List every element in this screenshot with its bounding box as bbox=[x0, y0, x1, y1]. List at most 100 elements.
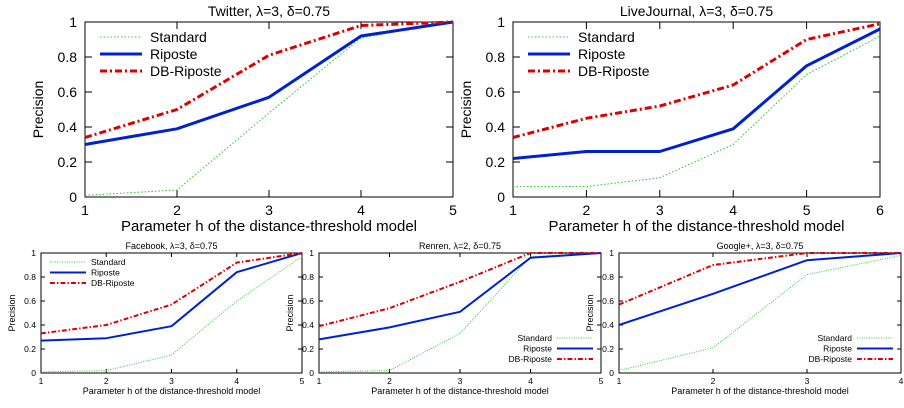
y-tick-label: 0 bbox=[69, 189, 77, 205]
x-tick-label: 1 bbox=[81, 202, 89, 218]
plot-frame bbox=[618, 252, 902, 374]
x-tick-label: 4 bbox=[234, 376, 239, 386]
x-tick-label: 3 bbox=[265, 202, 273, 218]
x-tick-label: 5 bbox=[599, 376, 604, 386]
y-tick-label: 1 bbox=[31, 248, 36, 258]
x-tick-label: 5 bbox=[803, 202, 811, 218]
legend-label-riposte: Riposte bbox=[150, 46, 198, 62]
y-tick-label: 0 bbox=[609, 368, 614, 378]
y-tick-label: 0 bbox=[309, 368, 314, 378]
y-tick-label: 0.8 bbox=[302, 272, 314, 282]
x-tick-label: 6 bbox=[876, 202, 884, 218]
chart-5: Google+, λ=3, δ=0.75 0 0.2 0.4 0.6 0.8 1 1 2 3 4 Pa… bbox=[585, 241, 904, 396]
legend-label-riposte: Riposte bbox=[578, 46, 626, 62]
x-axis-label: Parameter h of the distance-threshold mo… bbox=[83, 386, 261, 396]
legend-label-db-riposte: DB-Riposte bbox=[578, 63, 650, 79]
x-tick-label: 3 bbox=[169, 376, 174, 386]
x-tick-label: 2 bbox=[173, 202, 181, 218]
series-line-db-riposte bbox=[318, 252, 601, 328]
x-tick-label: 4 bbox=[899, 376, 904, 386]
chart-2: LiveJournal, λ=3, δ=0.75 0 0.2 0.4 0.6 0.8 1 1 2… bbox=[458, 3, 884, 235]
legend-label-standard: Standard bbox=[150, 29, 207, 45]
x-tick-label: 1 bbox=[617, 376, 622, 386]
y-tick-label: 0 bbox=[31, 368, 36, 378]
y-tick-label: 0.4 bbox=[24, 320, 36, 330]
y-tick-label: 0.2 bbox=[58, 154, 78, 170]
x-tick-label: 1 bbox=[317, 376, 322, 386]
legend-label-riposte: Riposte bbox=[91, 268, 120, 278]
y-tick-label: 1 bbox=[497, 14, 505, 30]
y-tick-label: 0.6 bbox=[486, 84, 506, 100]
series-line-riposte bbox=[84, 20, 454, 146]
y-tick-label: 1 bbox=[309, 248, 314, 258]
series-line-riposte bbox=[618, 252, 902, 326]
series-line-standard bbox=[40, 256, 303, 373]
y-tick-label: 0.6 bbox=[602, 296, 614, 306]
x-axis-label: Parameter h of the distance-threshold mo… bbox=[671, 386, 849, 396]
x-tick-label: 1 bbox=[509, 202, 517, 218]
x-tick-label: 2 bbox=[711, 376, 716, 386]
legend-label-standard: Standard bbox=[818, 333, 853, 343]
y-tick-label: 0.8 bbox=[24, 272, 36, 282]
plot-frame bbox=[512, 21, 881, 198]
series-line-db-riposte bbox=[618, 252, 901, 306]
series-line-db-riposte bbox=[84, 20, 454, 139]
y-tick-label: 0.2 bbox=[24, 344, 36, 354]
series-line-riposte bbox=[318, 252, 602, 341]
x-tick-label: 2 bbox=[583, 202, 591, 218]
legend-label-db-riposte: DB-Riposte bbox=[91, 278, 135, 288]
x-tick-label: 5 bbox=[449, 202, 457, 218]
x-tick-label: 5 bbox=[300, 376, 305, 386]
legend-label-standard: Standard bbox=[91, 257, 126, 267]
x-tick-label: 4 bbox=[729, 202, 737, 218]
legend-label-db-riposte: DB-Riposte bbox=[509, 354, 553, 364]
x-tick-label: 3 bbox=[805, 376, 810, 386]
y-tick-label: 0.4 bbox=[58, 119, 78, 135]
legend-label-standard: Standard bbox=[518, 333, 553, 343]
legend-label-riposte: Riposte bbox=[523, 344, 552, 354]
y-tick-label: 0.8 bbox=[486, 49, 506, 65]
series-line-db-riposte bbox=[40, 252, 303, 335]
chart-title: Twitter, λ=3, δ=0.75 bbox=[208, 3, 330, 19]
y-axis-label: Precision bbox=[7, 294, 17, 331]
chart-title: LiveJournal, λ=3, δ=0.75 bbox=[620, 3, 774, 19]
y-tick-label: 0 bbox=[497, 189, 505, 205]
y-axis-label: Precision bbox=[585, 294, 595, 331]
chart-3: Facebook, λ=3, δ=0.75 0 0.2 0.4 0.6 0.8 1 1 2 3 4 5… bbox=[7, 241, 305, 396]
x-axis-label: Parameter h of the distance-threshold mo… bbox=[121, 218, 417, 235]
series-line-standard bbox=[618, 254, 902, 372]
y-tick-label: 0.6 bbox=[24, 296, 36, 306]
plot-frame bbox=[318, 252, 602, 374]
legend-label-db-riposte: DB-Riposte bbox=[809, 354, 853, 364]
series-line-standard bbox=[84, 21, 454, 196]
x-axis-label: Parameter h of the distance-threshold mo… bbox=[549, 218, 845, 235]
y-tick-label: 0.6 bbox=[302, 296, 314, 306]
y-tick-label: 0.8 bbox=[602, 272, 614, 282]
y-axis-label: Precision bbox=[458, 81, 474, 139]
x-axis-label: Parameter h of the distance-threshold mo… bbox=[371, 386, 549, 396]
y-tick-label: 0.4 bbox=[602, 320, 614, 330]
legend-label-standard: Standard bbox=[578, 29, 635, 45]
x-tick-label: 2 bbox=[387, 376, 392, 386]
series-line-riposte bbox=[40, 252, 303, 342]
chart-title: Facebook, λ=3, δ=0.75 bbox=[125, 241, 217, 251]
x-tick-label: 1 bbox=[39, 376, 44, 386]
series-line-standard bbox=[513, 35, 881, 188]
y-tick-label: 0.8 bbox=[58, 49, 78, 65]
y-axis-label: Precision bbox=[285, 294, 295, 331]
legend-label-riposte: Riposte bbox=[823, 344, 852, 354]
y-tick-label: 1 bbox=[609, 248, 614, 258]
y-tick-label: 0.2 bbox=[602, 344, 614, 354]
legend-label-db-riposte: DB-Riposte bbox=[150, 63, 222, 79]
x-tick-label: 3 bbox=[458, 376, 463, 386]
plot-frame bbox=[84, 21, 454, 198]
chart-1: Twitter, λ=3, δ=0.75 0 0.2 0.4 0.6 0.8 1 1 2 3 4 5 P… bbox=[30, 3, 457, 235]
chart-4: Renren, λ=2, δ=0.75 0 0.2 0.4 0.6 0.8 1 1 2 3 4 5 Pa… bbox=[285, 241, 604, 396]
series-line-db-riposte bbox=[512, 22, 881, 139]
